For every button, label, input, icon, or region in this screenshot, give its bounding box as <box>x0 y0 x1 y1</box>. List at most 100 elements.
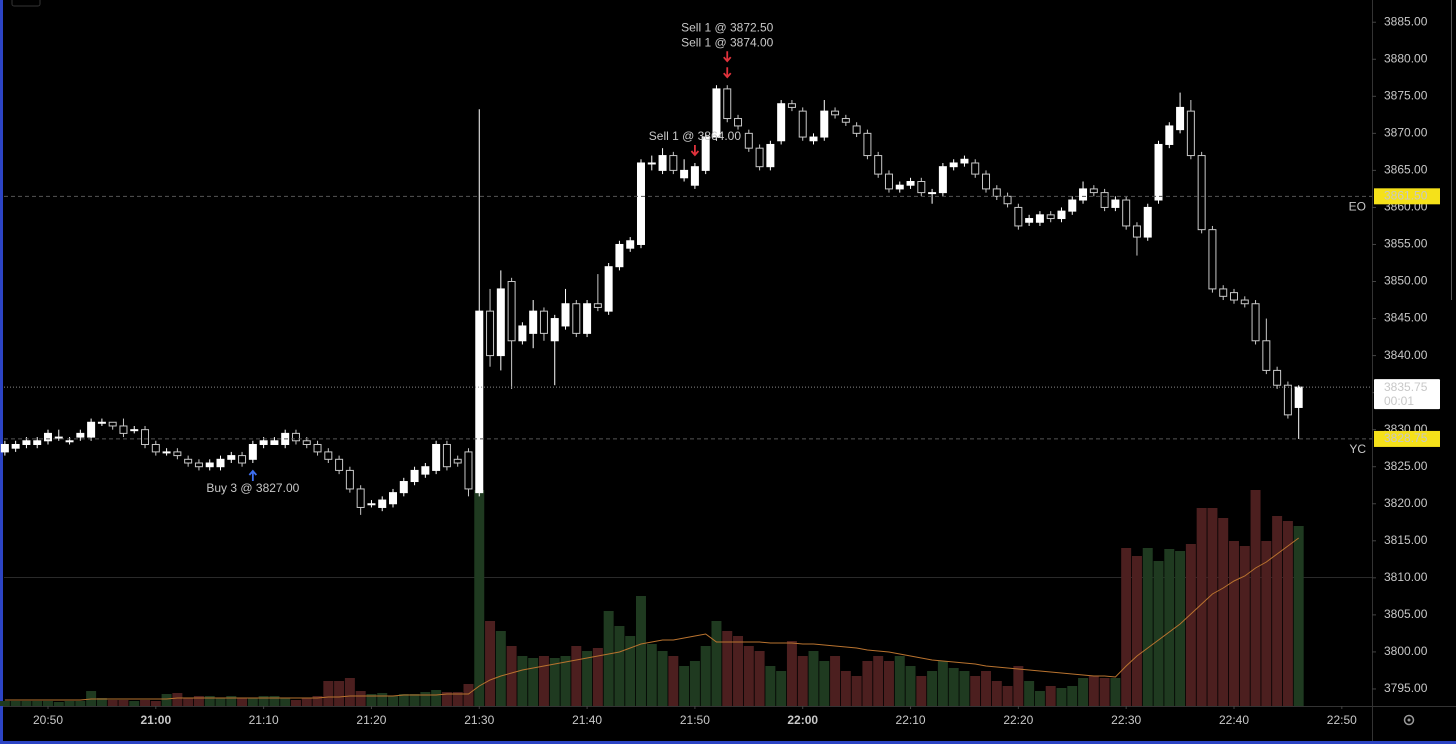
volume-bar <box>420 692 431 706</box>
candle-body <box>895 184 904 190</box>
volume-bar <box>1293 526 1304 706</box>
volume-bar <box>1099 678 1110 706</box>
candle-body <box>1197 155 1206 231</box>
volume-bar <box>571 646 582 706</box>
candle-body <box>669 155 678 171</box>
candle-body <box>1219 288 1228 297</box>
candle-body <box>1143 206 1152 238</box>
x-tick-label: 21:30 <box>464 713 494 727</box>
candle-body <box>583 303 592 334</box>
candle-body <box>507 281 516 342</box>
candle-body <box>410 469 419 483</box>
frame-bottom <box>0 741 1456 744</box>
volume-bar <box>1164 549 1175 706</box>
volume-bar <box>743 646 754 706</box>
volume-bar <box>625 636 636 706</box>
candle-body <box>173 451 182 457</box>
candle-body <box>798 110 807 138</box>
level-price-label: 3828.75 <box>1384 431 1428 445</box>
y-tick-label: 3850.00 <box>1384 274 1428 288</box>
marker-label: Sell 1 @ 3872.50 <box>681 20 774 34</box>
candle-body <box>572 303 581 334</box>
volume-bar <box>711 621 722 706</box>
candle-body <box>1262 340 1271 371</box>
candle-body <box>1079 188 1088 201</box>
candle-body <box>841 118 850 123</box>
candle-body <box>1294 386 1303 408</box>
candle-body <box>1165 125 1174 145</box>
y-tick-label: 3810.00 <box>1384 570 1428 584</box>
candle-body <box>356 488 365 508</box>
volume-ma-line <box>4 537 1299 701</box>
volume-bar <box>1185 544 1196 706</box>
candle-body <box>151 443 160 453</box>
candle-body <box>658 155 667 171</box>
candle-body <box>238 455 247 464</box>
volume-bar <box>129 701 140 706</box>
volume-bar <box>1207 508 1218 706</box>
candle-body <box>1046 214 1055 220</box>
volume-bar <box>549 658 560 706</box>
volume-bar <box>981 671 992 706</box>
candle-body <box>453 458 462 464</box>
candle-body <box>529 310 538 334</box>
volume-bar <box>1056 688 1067 706</box>
volume-bar <box>42 701 53 706</box>
volume-bar <box>819 661 830 706</box>
candle-body <box>539 310 548 334</box>
y-tick-label: 3820.00 <box>1384 496 1428 510</box>
candle-body <box>787 103 796 108</box>
volume-bar <box>614 626 625 706</box>
x-tick-label: 20:50 <box>33 713 63 727</box>
volume-bar <box>10 701 21 706</box>
volume-bar <box>204 696 215 706</box>
volume-bar <box>247 698 258 706</box>
y-tick-label: 3845.00 <box>1384 311 1428 325</box>
sell-arrow <box>690 144 700 157</box>
y-tick-label: 3880.00 <box>1384 51 1428 65</box>
settings-icon[interactable] <box>1403 714 1415 726</box>
candle-body <box>184 458 193 464</box>
volume-bar <box>937 661 948 706</box>
candle-body <box>108 421 117 427</box>
volume-bar <box>959 671 970 706</box>
candle-body <box>766 143 775 168</box>
volume-bar <box>463 684 474 706</box>
candle-body <box>982 173 991 190</box>
volume-bar <box>776 671 787 706</box>
candle-body <box>486 310 495 357</box>
candle-body <box>1122 199 1131 227</box>
volume-bar <box>183 698 194 706</box>
candle-body <box>744 132 753 149</box>
candle-body <box>949 162 958 168</box>
candle-body <box>690 166 699 186</box>
level-price-box <box>1374 188 1440 205</box>
y-tick-label: 3815.00 <box>1384 533 1428 547</box>
x-tick-label: 21:50 <box>680 713 710 727</box>
sell-arrow <box>723 51 732 63</box>
candle-body <box>831 110 840 116</box>
settings-hub[interactable] <box>1407 718 1411 722</box>
candle-body <box>1251 303 1260 342</box>
volume-bar <box>1078 678 1089 706</box>
volume-bar <box>32 701 43 706</box>
candle-body <box>378 499 387 508</box>
corner-button[interactable] <box>11 0 41 7</box>
x-tick-label: 22:10 <box>896 713 926 727</box>
candle-body <box>550 318 559 342</box>
y-tick-label: 3885.00 <box>1384 14 1428 28</box>
volume-bar <box>733 636 744 706</box>
candle-body <box>141 429 150 445</box>
volume-bar <box>290 700 301 706</box>
candle-body <box>928 192 937 195</box>
volume-bar <box>344 678 355 706</box>
settings-gear[interactable] <box>1403 714 1415 726</box>
candle-body <box>475 310 484 494</box>
candle-body <box>1057 210 1066 220</box>
x-tick-label: 22:00 <box>787 713 818 727</box>
candle-body <box>335 458 344 471</box>
volume-bar <box>1218 518 1229 706</box>
volume-bar <box>172 693 183 706</box>
candle-body <box>809 136 818 142</box>
